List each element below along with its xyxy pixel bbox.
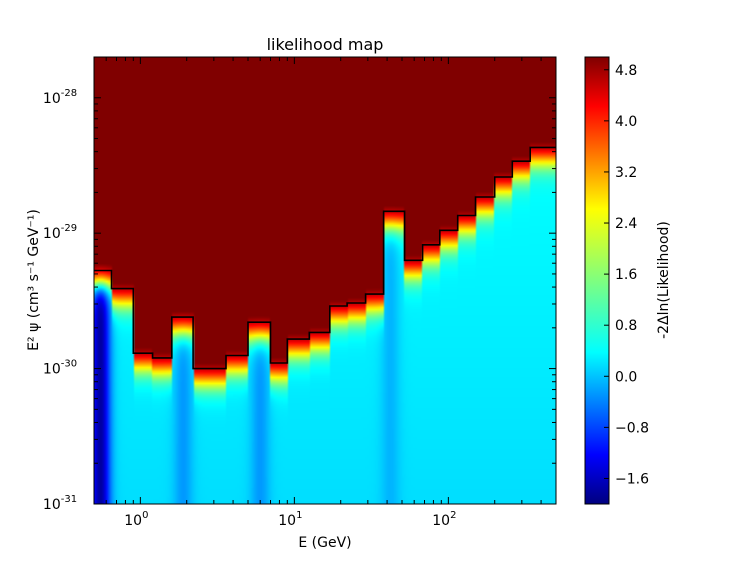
- y-tick-base: 10: [43, 362, 61, 378]
- x-tick-exponent: 1: [296, 510, 302, 521]
- x-tick-base: 10: [278, 513, 296, 529]
- x-tick-exponent: 2: [450, 510, 456, 521]
- colorbar-tick-label: 0.0: [615, 369, 637, 385]
- colorbar-tick-label: 3.2: [615, 165, 637, 181]
- x-axis-ticks: 100 101 102: [93, 57, 557, 529]
- y-tick-base: 10: [43, 497, 61, 513]
- y-tick-label: 10-29: [43, 223, 77, 242]
- colorbar-tick-label: 4.8: [615, 63, 637, 79]
- colorbar-tick-label: −0.8: [615, 420, 649, 436]
- x-axis-label: E (GeV): [298, 535, 351, 551]
- y-tick-label: 10-30: [43, 359, 77, 378]
- colorbar-tick-label: 2.4: [615, 216, 637, 232]
- y-axis-label: E² ψ (cm³ s⁻¹ GeV⁻¹): [26, 209, 42, 351]
- upper-limit-step-line: [94, 146, 556, 370]
- colorbar-tick-label: −1.6: [615, 471, 649, 487]
- colorbar-tick-label: 0.8: [615, 318, 637, 334]
- y-tick-exponent: -29: [61, 223, 77, 234]
- y-tick-exponent: -31: [61, 494, 77, 505]
- colorbar-ticks: 4.8 4.0 3.2 2.4 1.6 0.8 0.0 −0.8 −1.6: [604, 63, 649, 487]
- colorbar-tick-label: 1.6: [615, 267, 637, 283]
- y-tick-label: 10-28: [43, 88, 77, 107]
- colorbar-tick-label: 4.0: [615, 114, 637, 130]
- y-tick-exponent: -30: [61, 359, 77, 370]
- y-tick-label: 10-31: [43, 494, 77, 513]
- colorbar: [584, 56, 610, 505]
- chart-title: likelihood map: [267, 35, 384, 54]
- x-tick-base: 10: [124, 513, 142, 529]
- colorbar-label: -2Δln(Likelihood): [656, 221, 672, 339]
- plot-frame: [93, 56, 557, 505]
- x-tick-base: 10: [432, 513, 450, 529]
- y-tick-base: 10: [43, 226, 61, 242]
- x-tick-label: 100: [124, 510, 148, 529]
- heatmap-image: [94, 57, 556, 504]
- x-tick-label: 101: [278, 510, 302, 529]
- y-tick-exponent: -28: [61, 88, 77, 99]
- x-tick-exponent: 0: [142, 510, 148, 521]
- y-tick-base: 10: [43, 91, 61, 107]
- x-tick-label: 102: [432, 510, 456, 529]
